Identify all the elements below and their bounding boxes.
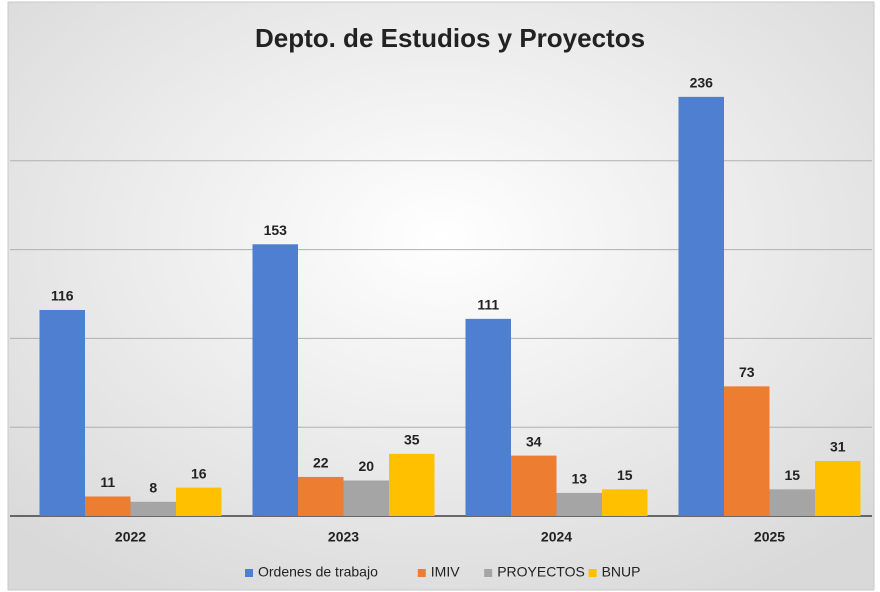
legend-label: BNUP (602, 564, 641, 580)
legend-label: Ordenes de trabajo (258, 564, 378, 580)
x-tick-label: 2023 (328, 529, 359, 545)
bar (815, 460, 861, 516)
chart-title: Depto. de Estudios y Proyectos (255, 23, 645, 53)
legend-label: PROYECTOS (497, 564, 585, 580)
data-label: 116 (51, 288, 74, 304)
bar (678, 96, 724, 516)
bar (39, 309, 85, 516)
data-label: 20 (358, 458, 374, 474)
data-label: 15 (617, 467, 633, 483)
legend-swatch (588, 569, 597, 577)
data-label: 111 (477, 297, 499, 313)
x-tick-label: 2025 (754, 529, 785, 545)
data-label: 34 (526, 433, 542, 449)
bar (298, 476, 344, 516)
bar (724, 386, 770, 516)
legend-label: IMIV (431, 564, 460, 580)
bar (389, 453, 435, 516)
bar (769, 489, 815, 516)
legend-swatch (245, 569, 253, 577)
bar (176, 487, 222, 516)
data-label: 8 (149, 479, 157, 495)
data-label: 13 (571, 471, 587, 487)
data-label: 153 (264, 222, 288, 238)
bar (465, 318, 511, 516)
bar (343, 480, 389, 516)
data-label: 35 (404, 432, 420, 448)
x-tick-label: 2024 (541, 529, 572, 545)
data-label: 73 (739, 364, 755, 380)
bar (85, 496, 131, 516)
x-tick-label: 2022 (115, 529, 146, 545)
data-label: 15 (784, 467, 800, 483)
data-label: 22 (313, 455, 329, 471)
data-label: 31 (830, 439, 846, 455)
legend-swatch (484, 569, 493, 577)
bar (602, 489, 648, 516)
data-label: 11 (100, 474, 115, 490)
bar (130, 501, 176, 516)
bar (556, 492, 602, 516)
bar (252, 244, 298, 516)
bar (511, 455, 557, 516)
data-label: 236 (690, 75, 714, 91)
data-label: 16 (191, 465, 207, 481)
legend-swatch (417, 569, 426, 577)
